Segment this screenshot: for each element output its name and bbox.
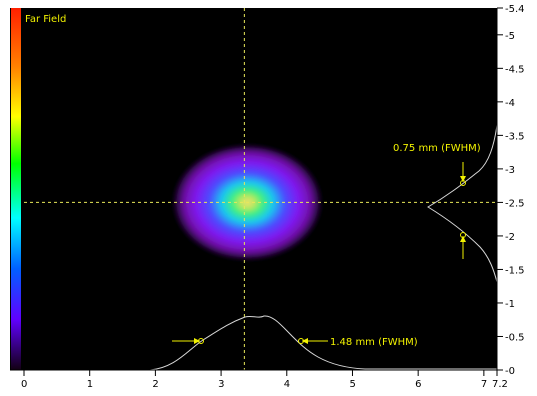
colorbar-scale	[11, 8, 21, 370]
y-axis-tick-label: -1	[505, 299, 515, 310]
plot-title: Far Field	[25, 14, 66, 25]
horizontal-profile-line	[24, 315, 497, 371]
y-axis-tick-label: -2	[505, 232, 515, 243]
bottom-fwhm-arrowhead	[460, 236, 466, 242]
x-axis-tick-label: 6	[415, 379, 421, 390]
y-axis-tick-label: -0	[505, 366, 515, 377]
x-axis-tick-label: 1	[87, 379, 93, 390]
x-axis-tick-label: 4	[284, 379, 290, 390]
y-axis-tick-label: -1.5	[505, 265, 525, 276]
y-axis-tick-label: -3	[505, 165, 515, 176]
x-axis-tick-label: 7.2	[492, 379, 508, 390]
left-fwhm-arrowhead	[194, 338, 200, 344]
x-axis-ticks: 0 1 2 3 4 5 6 7 7.2	[21, 370, 508, 390]
y-axis-ticks: -5.4 -5 -4.5 -4 -3.5 -3 -2.5 -2 -1.5 -1 -0.5 -0	[497, 4, 525, 377]
top-fwhm-marker	[460, 180, 466, 186]
x-axis-tick-label: 3	[218, 379, 224, 390]
y-axis-tick-label: -0.5	[505, 332, 525, 343]
right-fwhm-marker	[298, 338, 304, 344]
y-axis-tick-label: -5.4	[505, 4, 525, 15]
y-axis-tick-label: -2.5	[505, 198, 525, 209]
x-axis-tick-label: 5	[349, 379, 355, 390]
x-axis-tick-label: 7	[481, 379, 487, 390]
horizontal-fwhm-label: 1.48 mm (FWHM)	[330, 337, 418, 348]
vertical-profile-line	[427, 8, 498, 370]
vertical-fwhm-label: 0.75 mm (FWHM)	[393, 143, 481, 154]
y-axis-tick-label: -4.5	[505, 64, 525, 75]
x-axis-tick-label: 2	[152, 379, 158, 390]
y-axis-tick-label: -4	[505, 98, 515, 109]
y-axis-tick-label: -3.5	[505, 131, 525, 142]
bottom-fwhm-marker	[460, 232, 466, 238]
top-fwhm-arrowhead	[460, 176, 466, 182]
x-axis-tick-label: 0	[21, 379, 27, 390]
y-axis-tick-label: -5	[505, 31, 515, 42]
left-fwhm-marker	[198, 338, 204, 344]
right-fwhm-arrowhead	[302, 338, 308, 344]
